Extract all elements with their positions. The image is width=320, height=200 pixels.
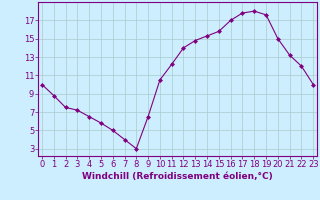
- X-axis label: Windchill (Refroidissement éolien,°C): Windchill (Refroidissement éolien,°C): [82, 172, 273, 181]
